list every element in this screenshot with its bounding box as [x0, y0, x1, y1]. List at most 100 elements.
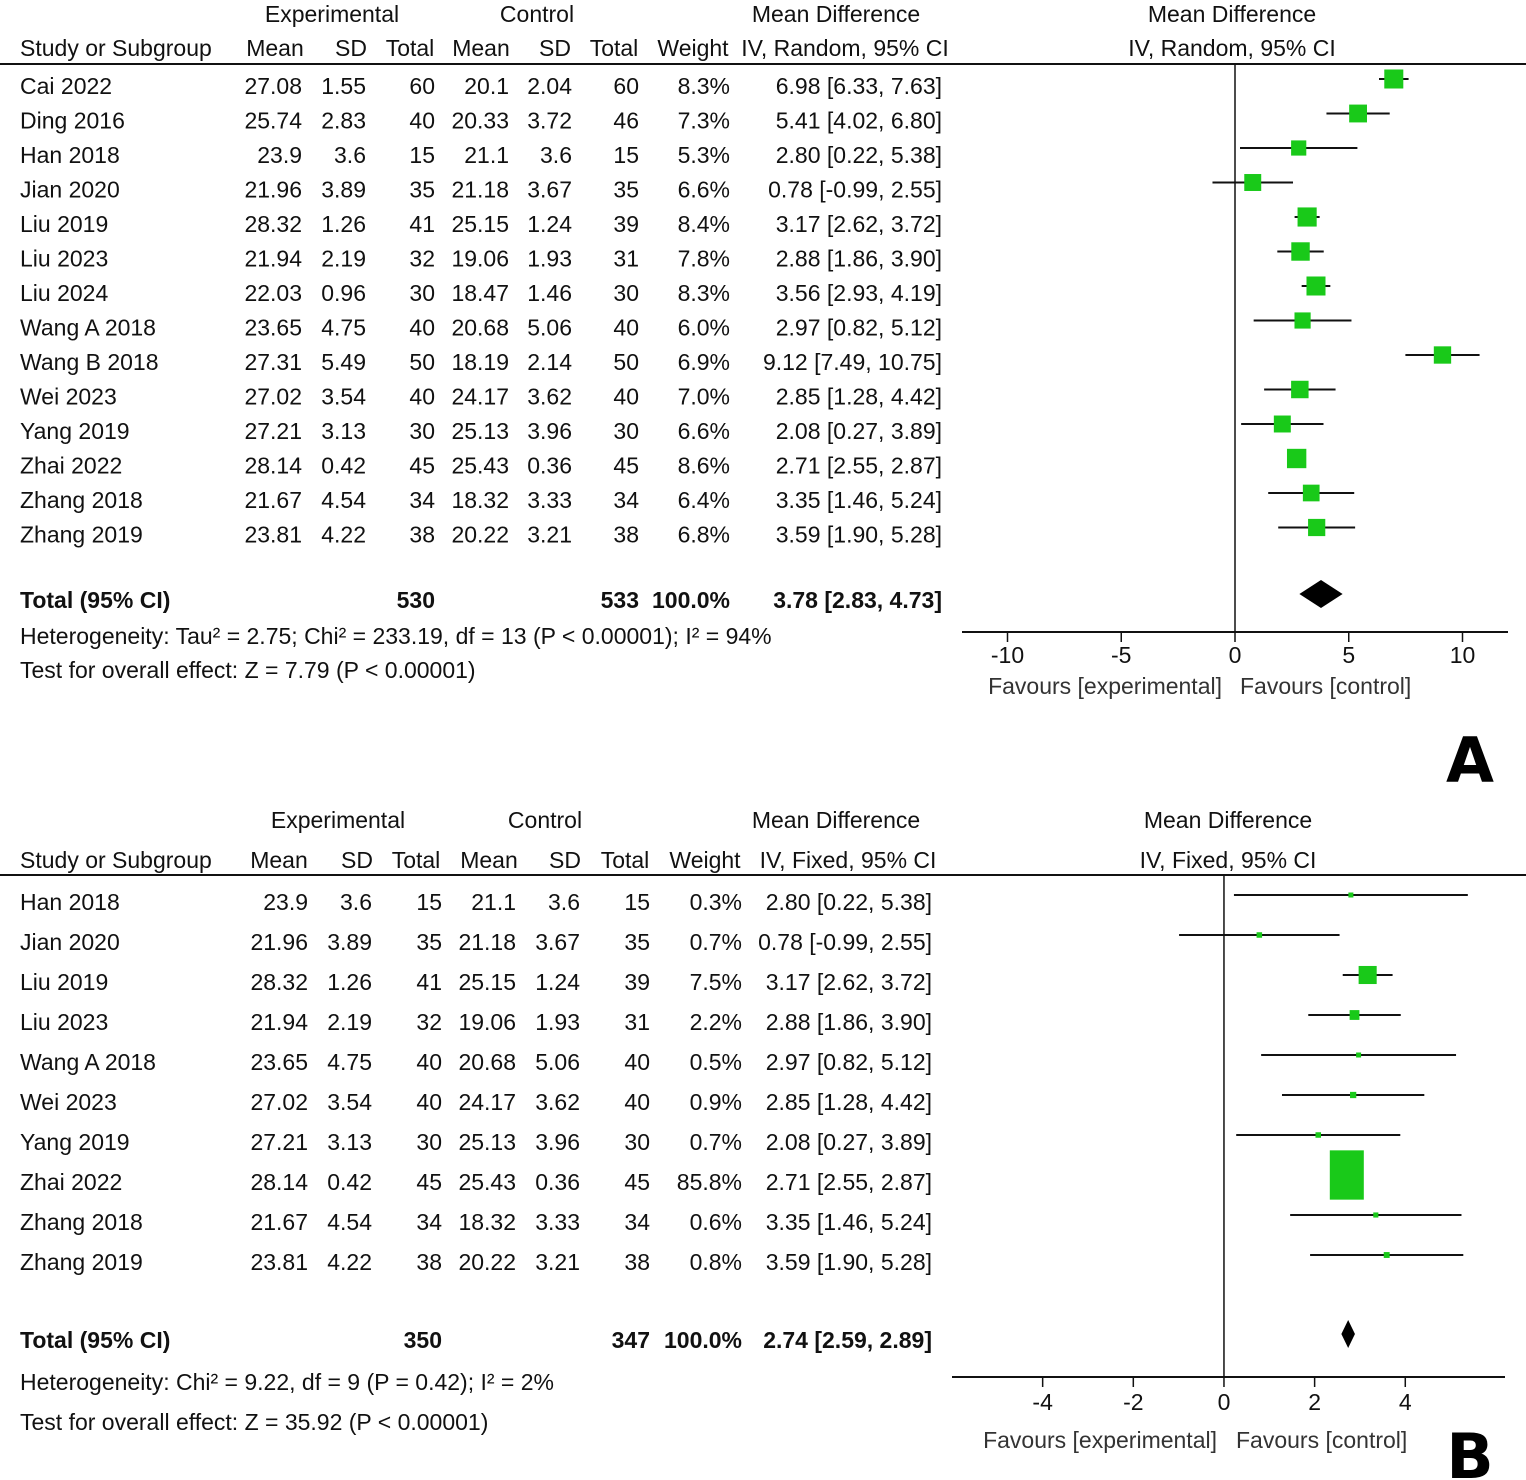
md-ci-cell: 3.17 [2.62, 3.72]: [766, 969, 932, 995]
point-estimate-marker: [1291, 140, 1307, 156]
pooled-estimate-diamond: [1341, 1320, 1355, 1348]
experimental-mean-cell: 23.9: [263, 889, 308, 915]
control-total-cell: 60: [613, 73, 639, 99]
study-name: Wei 2023: [20, 384, 117, 410]
weight-cell: 6.0%: [678, 315, 730, 341]
control-total-cell: 30: [624, 1129, 650, 1155]
control-mean-cell: 18.19: [451, 349, 509, 375]
experimental-total-cell: 35: [409, 177, 435, 203]
experimental-mean-cell: 28.32: [250, 969, 308, 995]
weight-cell: 8.3%: [678, 280, 730, 306]
control-sd-cell: 3.62: [527, 384, 572, 410]
study-name: Wei 2023: [20, 1089, 117, 1115]
favours-experimental-label: Favours [experimental]: [988, 673, 1222, 699]
study-name: Zhang 2018: [20, 1209, 143, 1235]
point-estimate-marker: [1373, 1212, 1379, 1218]
mean-difference-header: Mean Difference: [752, 1, 920, 27]
control-mean-cell: 25.13: [451, 418, 509, 444]
md-ci-cell: 2.80 [0.22, 5.38]: [776, 142, 942, 168]
point-estimate-marker: [1384, 69, 1404, 89]
study-name: Yang 2019: [20, 418, 130, 444]
point-estimate-marker: [1349, 1010, 1360, 1020]
experimental-total-cell: 30: [409, 280, 435, 306]
study-name: Han 2018: [20, 889, 120, 915]
md-method-header: IV, Random, 95% CI: [741, 35, 949, 61]
study-name: Jian 2020: [20, 929, 120, 955]
md-ci-cell: 2.97 [0.82, 5.12]: [766, 1049, 932, 1075]
panel-label: A: [1446, 724, 1494, 797]
pooled-estimate-diamond: [1299, 580, 1343, 608]
point-estimate-marker: [1297, 207, 1317, 227]
study-name: Jian 2020: [20, 177, 120, 203]
x-tick-label: 5: [1342, 642, 1355, 668]
experimental-mean-cell: 25.74: [244, 108, 302, 134]
control-mean-cell: 25.15: [458, 969, 516, 995]
control-total-cell: 30: [613, 418, 639, 444]
experimental-total-cell: 32: [409, 246, 435, 272]
favours-experimental-label: Favours [experimental]: [983, 1427, 1217, 1453]
experimental-sd-cell: 3.6: [340, 889, 372, 915]
experimental-total-cell: 30: [409, 418, 435, 444]
point-estimate-marker: [1273, 415, 1291, 433]
experimental-sd-cell: 4.22: [327, 1249, 372, 1275]
plot-title: Mean Difference: [1148, 1, 1316, 27]
overall-effect-text: Test for overall effect: Z = 7.79 (P < 0…: [20, 657, 476, 683]
control-total-cell: 40: [624, 1049, 650, 1075]
experimental-mean-cell: 23.65: [244, 315, 302, 341]
control-total-cell: 35: [624, 929, 650, 955]
control-sd-cell: 1.24: [527, 211, 572, 237]
control-mean-cell: 24.17: [458, 1089, 516, 1115]
study-name: Liu 2023: [20, 246, 108, 272]
control-mean-cell: 24.17: [451, 384, 509, 410]
heterogeneity-text: Heterogeneity: Tau² = 2.75; Chi² = 233.1…: [20, 623, 772, 649]
experimental-sd-cell: 1.26: [327, 969, 372, 995]
experimental-sd-cell: 2.19: [327, 1009, 372, 1035]
experimental-total-cell: 41: [409, 211, 435, 237]
experimental-sd-cell: 4.75: [321, 315, 366, 341]
control-mean-cell: 20.33: [451, 108, 509, 134]
control-sd-cell: 3.21: [527, 522, 572, 548]
weight-cell: 0.3%: [690, 889, 742, 915]
study-name: Cai 2022: [20, 73, 112, 99]
weight-cell: 0.9%: [690, 1089, 742, 1115]
x-tick-label: -4: [1032, 1389, 1053, 1415]
pooled-md-ci: 2.74 [2.59, 2.89]: [763, 1327, 932, 1353]
control-sd-cell: 3.72: [527, 108, 572, 134]
control-total-cell: 34: [624, 1209, 650, 1235]
control-mean-cell: 18.32: [458, 1209, 516, 1235]
weight-cell: 6.8%: [678, 522, 730, 548]
experimental-sd-cell: 0.96: [321, 280, 366, 306]
experimental-sd-cell: 0.42: [321, 453, 366, 479]
md-ci-cell: 2.08 [0.27, 3.89]: [766, 1129, 932, 1155]
weight-cell: 7.8%: [678, 246, 730, 272]
control-sd-cell: 3.67: [535, 929, 580, 955]
md-ci-cell: 2.71 [2.55, 2.87]: [776, 453, 942, 479]
weight-cell: 0.8%: [690, 1249, 742, 1275]
weight-cell: 0.7%: [690, 1129, 742, 1155]
control-total-cell: 31: [624, 1009, 650, 1035]
experimental-total-cell: 34: [416, 1209, 442, 1235]
control-mean-cell: 20.68: [451, 315, 509, 341]
control-total-cell: 15: [613, 142, 639, 168]
study-name: Zhang 2019: [20, 1249, 143, 1275]
point-estimate-marker: [1244, 174, 1262, 191]
control-total-cell: 30: [613, 280, 639, 306]
x-tick-label: -2: [1123, 1389, 1143, 1415]
study-name: Zhang 2018: [20, 487, 143, 513]
point-estimate-marker: [1291, 380, 1309, 399]
experimental-sd-cell: 3.13: [327, 1129, 372, 1155]
control-mean-header: Mean: [452, 35, 510, 61]
md-ci-cell: 2.08 [0.27, 3.89]: [776, 418, 942, 444]
experimental-total-cell: 40: [409, 108, 435, 134]
experimental-mean-cell: 28.14: [250, 1169, 308, 1195]
control-total-cell: 34: [613, 487, 639, 513]
control-sd-cell: 2.04: [527, 73, 572, 99]
md-ci-cell: 2.71 [2.55, 2.87]: [766, 1169, 932, 1195]
heterogeneity-text: Heterogeneity: Chi² = 9.22, df = 9 (P = …: [20, 1369, 554, 1395]
experimental-sd-cell: 3.54: [321, 384, 366, 410]
control-mean-cell: 25.15: [451, 211, 509, 237]
experimental-sd-header: SD: [341, 847, 373, 873]
md-ci-cell: 5.41 [4.02, 6.80]: [776, 108, 942, 134]
control-sd-cell: 2.14: [527, 349, 572, 375]
experimental-group-header: Experimental: [265, 1, 399, 27]
